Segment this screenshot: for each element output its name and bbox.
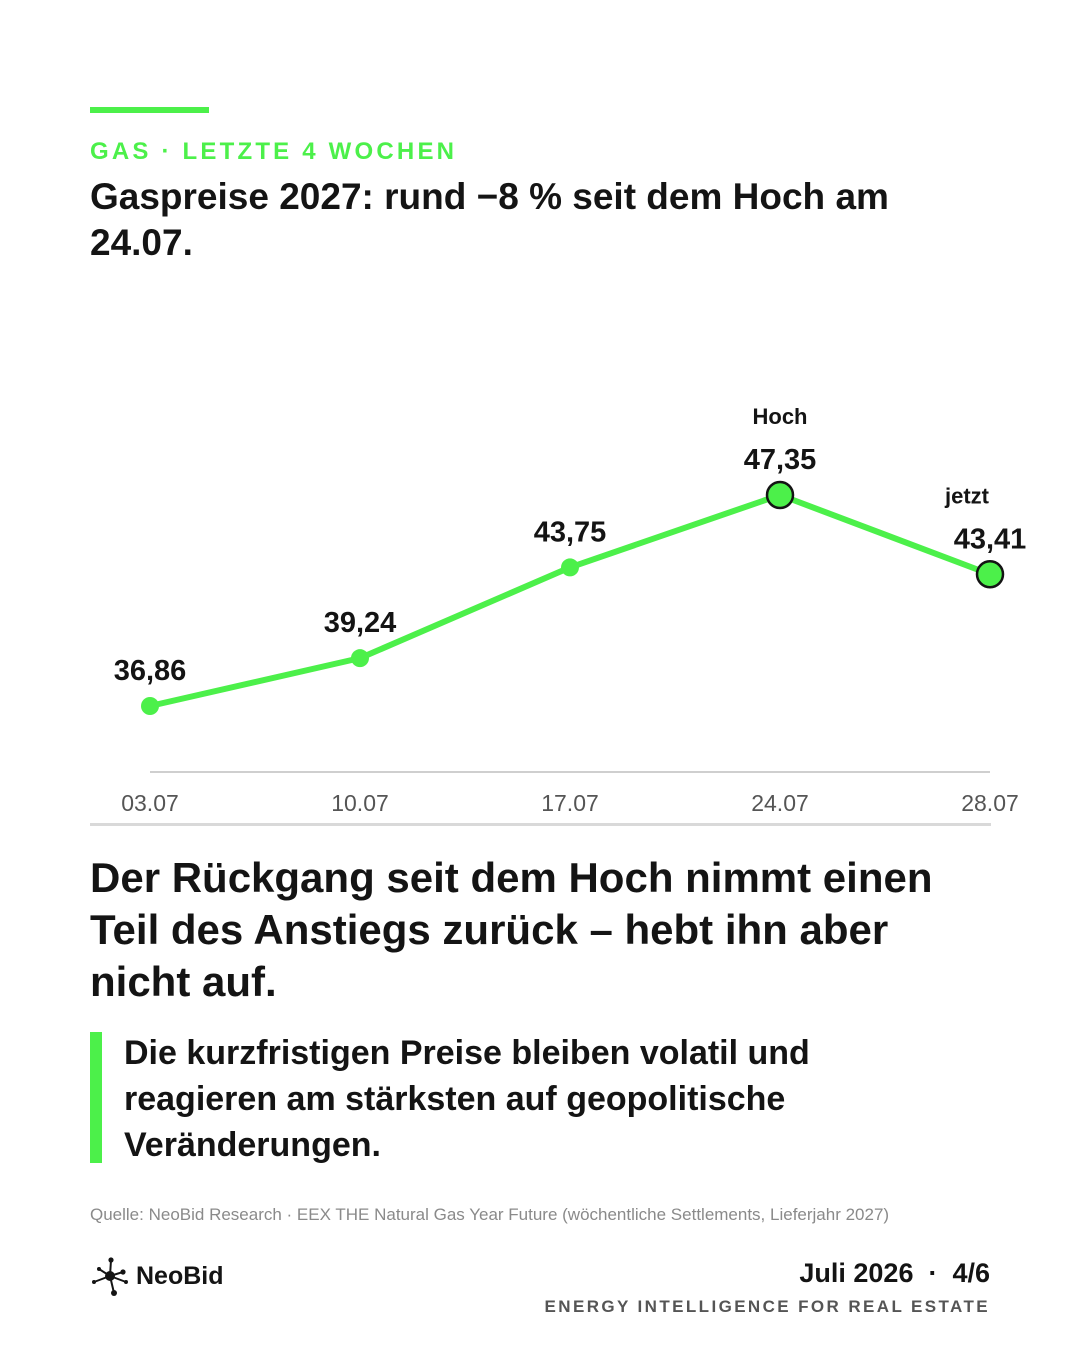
data-point-03.07 — [141, 697, 159, 715]
quote-accent-bar — [90, 1032, 102, 1163]
data-point-highlight-24.07 — [765, 480, 795, 510]
annotation-hoch: Hoch — [753, 404, 808, 429]
x-tick-label-03.07: 03.07 — [121, 790, 179, 816]
section-kicker: GAS · LETZTE 4 WOCHEN — [90, 138, 458, 165]
value-label-28.07: 43,41 — [954, 523, 1027, 555]
annotation-jetzt: jetzt — [944, 483, 990, 508]
x-tick-label-17.07: 17.07 — [541, 790, 599, 816]
accent-bar — [90, 107, 209, 113]
brand-name: NeoBid — [136, 1261, 224, 1290]
value-label-24.07: 47,35 — [744, 444, 817, 476]
x-tick-label-24.07: 24.07 — [751, 790, 809, 816]
value-label-17.07: 43,75 — [534, 516, 607, 548]
tagline: ENERGY INTELLIGENCE FOR REAL ESTATE — [544, 1297, 990, 1316]
quote-text: Die kurzfristigen Preise bleiben volatil… — [124, 1034, 810, 1164]
x-tick-label-28.07: 28.07 — [961, 790, 1019, 816]
brand-logo: NeoBid — [90, 1256, 224, 1296]
x-tick-label-10.07: 10.07 — [331, 790, 389, 816]
key-message: Der Rückgang seit dem Hoch nimmt einen T… — [90, 854, 933, 1005]
value-label-03.07: 36,86 — [114, 655, 187, 687]
source-note: Quelle: NeoBid Research · EEX THE Natura… — [90, 1205, 890, 1224]
data-point-10.07 — [351, 649, 369, 668]
value-label-10.07: 39,24 — [324, 607, 397, 639]
data-point-highlight-28.07 — [975, 560, 1005, 589]
chart-bottom-rule — [90, 823, 991, 826]
date-page-indicator: Juli 2026 · 4/6 — [799, 1258, 990, 1288]
data-point-17.07 — [561, 558, 579, 577]
molecule-icon — [92, 1257, 128, 1296]
page-title: Gaspreise 2027: rund −8 % seit dem Hoch … — [90, 176, 889, 263]
